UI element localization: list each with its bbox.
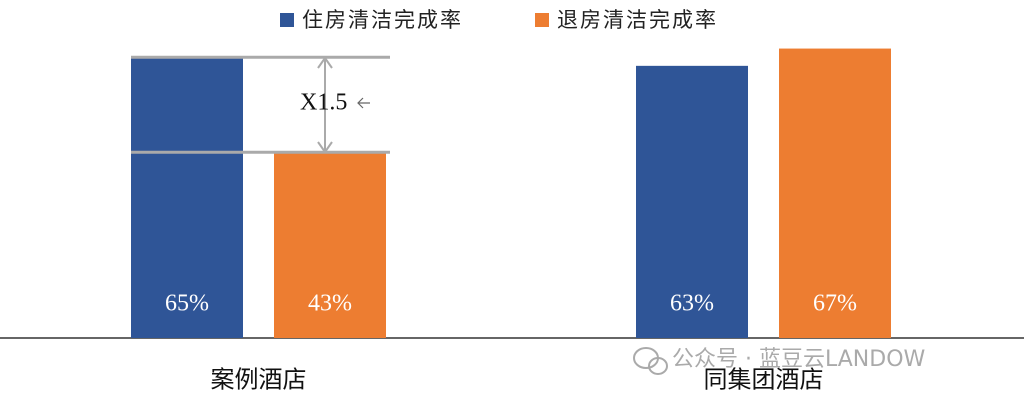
- value-label: 43%: [308, 291, 352, 317]
- legend-label: 住房清洁完成率: [302, 8, 463, 32]
- bar: [131, 57, 243, 338]
- legend-label: 退房清洁完成率: [557, 8, 718, 32]
- value-label: 63%: [670, 291, 714, 317]
- watermark-icon: [633, 347, 668, 375]
- legend-swatch: [535, 13, 549, 27]
- bar: [779, 48, 891, 339]
- bar: [274, 152, 386, 338]
- annotation-text: X1.5: [300, 90, 347, 116]
- value-label: 67%: [813, 291, 857, 317]
- watermark: 公众号 · 蓝豆云LANDOW: [672, 347, 926, 372]
- x-tick-label: 案例酒店: [211, 366, 307, 394]
- legend-swatch: [280, 13, 294, 27]
- value-label: 65%: [165, 291, 209, 317]
- x-tick-label: 同集团酒店: [704, 366, 824, 394]
- bar: [636, 65, 748, 338]
- annotation-pointer: [357, 97, 370, 109]
